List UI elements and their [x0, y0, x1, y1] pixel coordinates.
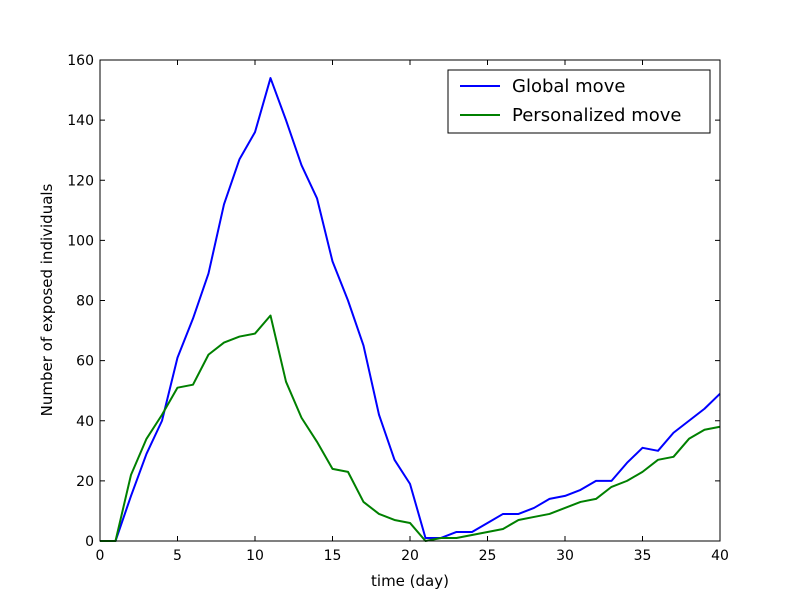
- x-tick-label: 30: [556, 548, 574, 564]
- y-axis-label: Number of exposed individuals: [38, 183, 56, 416]
- legend-label-1: Global move: [512, 76, 625, 97]
- y-tick-label: 80: [76, 294, 94, 310]
- x-tick-label: 40: [711, 548, 729, 564]
- y-axis: 0 20 40 60 80 100 120 140 160: [67, 53, 720, 550]
- y-tick-label: 100: [67, 233, 94, 249]
- x-tick-label: 5: [173, 548, 182, 564]
- series-layer: [100, 77, 721, 542]
- y-tick-label: 20: [76, 474, 94, 490]
- y-tick-label: 60: [76, 354, 94, 370]
- y-tick-label: 40: [76, 414, 94, 430]
- x-axis-label: time (day): [371, 572, 449, 590]
- y-tick-label: 0: [85, 534, 94, 550]
- y-tick-label: 140: [67, 113, 94, 129]
- x-tick-label: 15: [324, 548, 342, 564]
- x-tick-label: 0: [96, 548, 105, 564]
- legend: Global move Personalized move: [447, 69, 711, 134]
- x-tick-label: 25: [479, 548, 497, 564]
- x-tick-label: 20: [401, 548, 419, 564]
- legend-label-2: Personalized move: [512, 105, 681, 126]
- y-tick-label: 160: [67, 53, 94, 69]
- y-tick-label: 120: [67, 173, 94, 189]
- series-line-1: [100, 77, 721, 542]
- legend-box: [447, 69, 711, 134]
- x-axis: 0 5 10 15 20 25 30 35 40: [96, 60, 729, 564]
- x-tick-label: 10: [246, 548, 264, 564]
- plot-area: [100, 60, 720, 541]
- x-tick-label: 35: [634, 548, 652, 564]
- series-line-2: [100, 314, 721, 542]
